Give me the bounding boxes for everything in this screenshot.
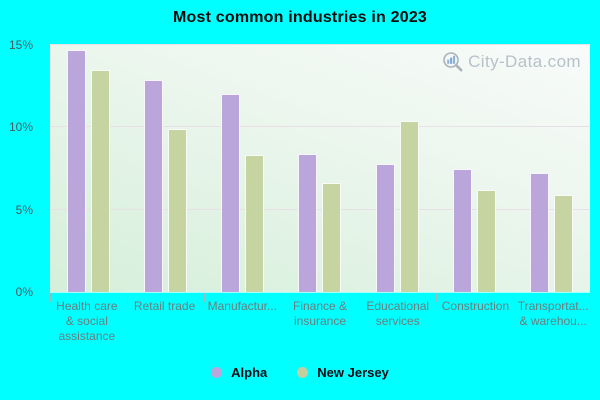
bar-alpha <box>298 153 318 292</box>
legend: Alpha New Jersey <box>0 362 600 382</box>
bar-group <box>204 45 281 292</box>
bar-new-jersey <box>322 183 342 292</box>
bar-new-jersey <box>476 189 496 292</box>
bar-new-jersey <box>553 194 573 292</box>
plot-area: City-Data.com <box>50 44 590 292</box>
x-axis-label: Transportat... & warehou... <box>517 299 589 328</box>
city-data-logo-icon <box>443 52 463 72</box>
watermark-text: City-Data.com <box>468 52 581 71</box>
bar-alpha <box>452 168 472 292</box>
bar-alpha <box>529 173 549 292</box>
x-axis-label: Construction <box>441 299 510 313</box>
gridline-5pct <box>50 208 590 210</box>
chart-title: Most common industries in 2023 <box>172 9 428 26</box>
y-axis: 0% 5% 10% 15% <box>0 38 45 299</box>
bar-new-jersey <box>91 69 111 292</box>
y-axis-label: 5% <box>15 202 33 217</box>
y-axis-label: 0% <box>15 285 33 299</box>
legend-item-alpha: Alpha <box>211 365 267 380</box>
bar-group <box>50 45 127 292</box>
x-axis-labels: Health care & social assistance Retail tr… <box>48 299 592 344</box>
legend-marker-alpha <box>211 366 223 378</box>
bar-new-jersey <box>399 120 419 292</box>
x-axis-ticks <box>50 292 590 302</box>
legend-marker-new-jersey <box>297 366 309 378</box>
x-axis-label: Retail trade <box>133 299 196 313</box>
bar-group <box>281 45 358 292</box>
x-axis-label: Finance & insurance <box>293 299 348 328</box>
x-axis-label: Manufactur... <box>207 299 277 313</box>
x-axis-label: Health care & social assistance <box>56 299 118 343</box>
x-axis-tick <box>435 293 437 302</box>
bar-groups <box>50 45 590 292</box>
legend-item-new-jersey: New Jersey <box>297 365 389 380</box>
gridline-15pct <box>50 44 590 45</box>
x-axis-tick <box>204 293 206 302</box>
x-axis-tick <box>512 293 514 302</box>
legend-label-new-jersey: New Jersey <box>317 364 389 380</box>
bar-alpha <box>221 94 241 292</box>
legend-label-alpha: Alpha <box>231 364 268 380</box>
x-axis-tick <box>358 293 360 302</box>
x-axis-tick <box>589 293 590 302</box>
x-axis-tick <box>281 293 283 302</box>
bar-group <box>127 45 204 292</box>
bar-group <box>359 45 436 292</box>
y-axis-label: 15% <box>8 38 33 52</box>
bar-alpha <box>67 49 87 292</box>
watermark: City-Data.com <box>442 51 581 73</box>
y-axis-label: 10% <box>8 120 33 135</box>
x-axis-tick <box>50 293 51 302</box>
bar-new-jersey <box>245 155 265 292</box>
bar-group <box>436 45 513 292</box>
bar-alpha <box>375 163 395 292</box>
bar-group <box>513 45 590 292</box>
x-axis-label: Educational services <box>366 299 430 328</box>
bar-new-jersey <box>168 128 188 292</box>
x-axis-tick <box>127 293 129 302</box>
gridline-10pct <box>50 126 590 128</box>
bar-alpha <box>144 79 164 292</box>
